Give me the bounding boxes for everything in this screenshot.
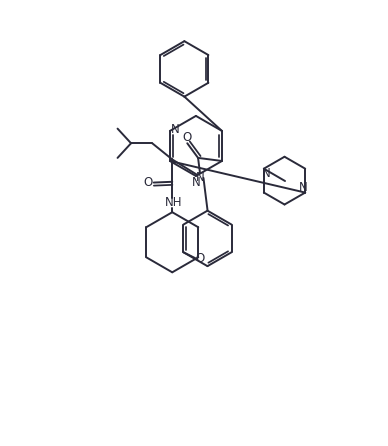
Text: NH: NH — [165, 197, 182, 210]
Text: O: O — [196, 252, 205, 264]
Text: N: N — [262, 167, 270, 180]
Text: O: O — [144, 176, 153, 189]
Text: N: N — [171, 123, 179, 136]
Text: N: N — [299, 182, 308, 194]
Text: O: O — [183, 132, 192, 145]
Text: N: N — [196, 171, 204, 185]
Text: N: N — [192, 176, 201, 189]
